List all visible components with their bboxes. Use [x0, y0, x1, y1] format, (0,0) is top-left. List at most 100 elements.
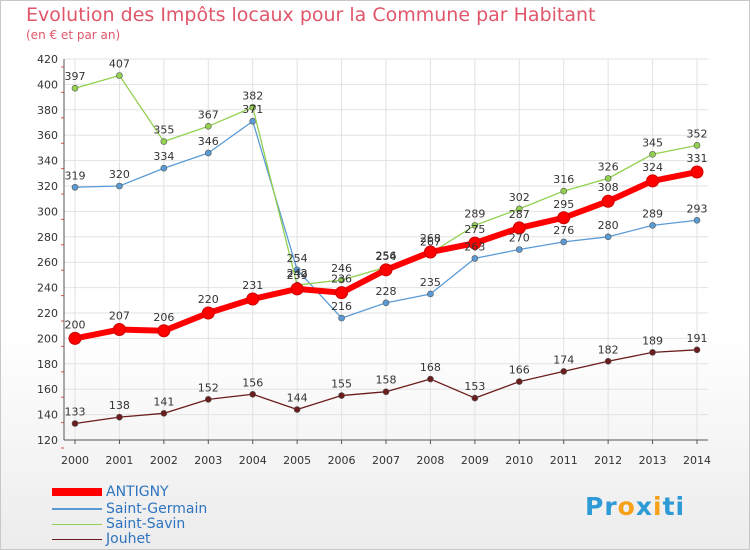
point-antigny [468, 236, 482, 250]
x-tick-label: 2011 [550, 454, 578, 467]
point-saint-germain [293, 266, 301, 274]
logo-letters: o [617, 492, 636, 521]
data-label-jouhet: 174 [553, 353, 574, 366]
data-label-saint-savin: 242 [287, 267, 308, 280]
chart-subtitle: (en € et par an) [26, 28, 121, 42]
y-tick-label: 220 [37, 307, 58, 320]
y-tick-label: 420 [37, 53, 58, 66]
legend-item-antigny: ANTIGNY [52, 484, 169, 500]
point-antigny [201, 306, 215, 320]
x-tick-label: 2014 [683, 454, 711, 467]
point-saint-savin [116, 72, 123, 79]
point-saint-germain [649, 222, 656, 229]
point-jouhet [338, 392, 345, 399]
data-label-antigny: 331 [687, 152, 708, 165]
point-saint-savin [338, 276, 345, 284]
point-antigny [112, 323, 126, 337]
data-label-jouhet: 166 [509, 364, 530, 377]
x-tick-label: 2008 [416, 454, 444, 467]
data-label-saint-germain: 293 [687, 202, 708, 215]
y-tick-label: 300 [37, 205, 58, 218]
data-label-saint-germain: 228 [376, 285, 397, 298]
point-antigny [601, 194, 615, 208]
logo-letters: i [652, 492, 663, 521]
legend-item-jouhet: Jouhet [52, 531, 151, 547]
proxiti-logo: Proxiti [585, 492, 685, 521]
legend-label: ANTIGNY [106, 484, 169, 500]
point-jouhet [515, 378, 523, 385]
y-tick-label: 400 [37, 78, 58, 91]
x-tick-label: 2012 [594, 454, 622, 467]
data-label-antigny: 206 [153, 311, 174, 324]
y-tick-label: 240 [37, 282, 58, 295]
x-tick-label: 2004 [239, 454, 267, 467]
data-label-saint-germain: 334 [153, 150, 174, 163]
series-layer [68, 72, 704, 427]
point-jouhet [249, 390, 257, 398]
y-tick-label: 360 [37, 129, 58, 142]
legend-item-saint-savin: Saint-Savin [52, 516, 185, 532]
data-label-saint-savin: 302 [509, 191, 530, 204]
legend-swatch [52, 508, 102, 510]
data-label-saint-savin: 345 [642, 136, 663, 149]
data-label-saint-germain: 235 [420, 276, 441, 289]
point-saint-germain [427, 290, 434, 298]
point-saint-germain [204, 149, 212, 157]
y-tick-label: 120 [37, 434, 58, 447]
value-labels: 319 320 334 346 371 254 216 228 235 263 270 276 280 2… [65, 58, 708, 419]
point-saint-germain [604, 233, 612, 241]
data-label-saint-germain: 254 [287, 252, 308, 265]
point-antigny [512, 221, 526, 235]
point-saint-savin [71, 84, 79, 92]
x-tick-label: 2002 [150, 454, 178, 467]
data-label-saint-germain: 319 [65, 169, 86, 182]
data-label-saint-germain: 289 [642, 207, 663, 220]
data-label-saint-germain: 216 [331, 300, 352, 313]
legend-label: Saint-Savin [106, 516, 186, 532]
data-label-saint-savin: 397 [65, 70, 86, 83]
point-antigny [379, 263, 393, 277]
legend-item-saint-germain: Saint-Germain [52, 501, 207, 517]
chart-title: Evolution des Impôts locaux pour la Comm… [26, 4, 596, 26]
data-label-antigny: 324 [642, 161, 663, 174]
y-tick-label: 280 [37, 231, 58, 244]
data-label-jouhet: 158 [376, 374, 397, 387]
point-saint-germain [338, 314, 345, 322]
data-label-jouhet: 191 [687, 332, 708, 345]
axes: 120 140 160 180 200 220 240 260 280 300 320 340 360 3… [37, 53, 711, 467]
data-label-saint-germain: 270 [509, 232, 530, 245]
x-tick-label: 2006 [328, 454, 356, 467]
data-label-jouhet: 189 [642, 334, 663, 347]
data-label-saint-savin: 289 [464, 207, 485, 220]
data-label-antigny: 308 [598, 181, 619, 194]
point-antigny [68, 331, 82, 345]
point-saint-germain [116, 182, 123, 190]
point-jouhet [604, 357, 612, 365]
point-jouhet [471, 394, 479, 402]
data-label-saint-savin: 407 [109, 58, 130, 71]
point-saint-germain [160, 164, 168, 172]
data-label-jouhet: 138 [109, 399, 130, 412]
point-saint-savin [693, 142, 701, 149]
data-label-jouhet: 182 [598, 343, 619, 356]
point-jouhet [204, 396, 212, 403]
data-label-antigny: 207 [109, 310, 130, 323]
data-label-antigny: 275 [464, 223, 485, 236]
data-label-jouhet: 133 [65, 405, 86, 418]
y-tick-label: 180 [37, 358, 58, 371]
data-label-antigny: 268 [420, 232, 441, 245]
x-tick-label: 2000 [61, 454, 89, 467]
point-jouhet [382, 388, 390, 396]
data-label-antigny: 287 [509, 208, 530, 221]
x-tick-label: 2009 [461, 454, 489, 467]
point-antigny [690, 165, 704, 179]
data-label-saint-savin: 367 [198, 108, 219, 121]
point-jouhet [116, 413, 123, 421]
data-label-saint-savin: 267 [420, 235, 441, 248]
data-label-saint-germain: 263 [464, 240, 485, 253]
x-tick-label: 2007 [372, 454, 400, 467]
legend-label: Saint-Germain [106, 501, 208, 517]
data-label-saint-germain: 280 [598, 219, 619, 232]
data-label-saint-savin: 352 [687, 127, 708, 140]
